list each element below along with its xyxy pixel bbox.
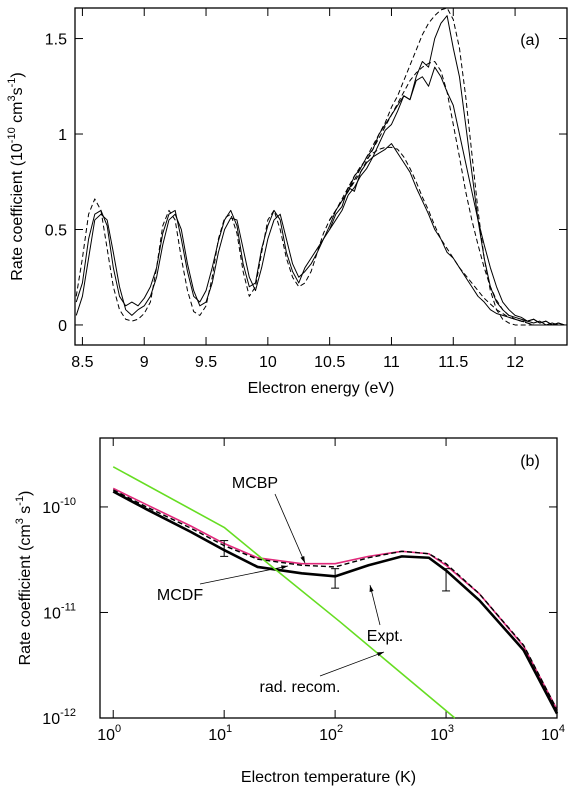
tick-label-exponent: 4 (559, 723, 565, 735)
y-axis-label-text: s (9, 87, 26, 95)
y-axis-label: Rate coefficient (10-10 cm3s-1) (6, 72, 26, 280)
tick-label: 1 (58, 127, 67, 144)
series-label: MCDF (157, 587, 203, 604)
y-axis-label-text: ) (17, 491, 34, 496)
tick-label-exponent: 0 (115, 723, 121, 735)
series-label-arrow (319, 651, 385, 677)
tick-label-text: 10 (43, 605, 61, 622)
panel-label: (a) (520, 32, 540, 49)
tick-label: 103 (430, 723, 454, 744)
plot-frame (99, 437, 558, 719)
series-line (112, 490, 559, 715)
tick-label-text: 11.5 (438, 354, 468, 371)
plot-frame (74, 7, 568, 346)
tick-label-text: 10 (541, 727, 559, 744)
arrow-head (300, 556, 305, 563)
series-line (112, 487, 558, 711)
tick-label: 1.5 (45, 32, 67, 49)
y-axis-label-text: Rate coefficient (cm (17, 524, 34, 665)
tick-label: 9.5 (195, 354, 217, 371)
error-bar (220, 540, 229, 557)
arrow-head (369, 585, 374, 592)
series-line (75, 7, 565, 326)
tick-label: 100 (97, 723, 121, 744)
tick-label: 10 (259, 354, 277, 371)
y-axis-label: Rate coefficient (cm3 s-1) (14, 491, 34, 666)
y-axis-label-exponent: 3 (14, 518, 26, 524)
series-label: Expt. (367, 628, 403, 645)
x-axis-label: Electron temperature (K) (241, 769, 416, 786)
tick-label-text: 9.5 (195, 354, 217, 371)
tick-label-text: 0 (58, 318, 67, 335)
y-axis-label-text: Rate coefficient (10 (9, 143, 26, 281)
tick-label-text: 10 (42, 500, 60, 517)
tick-label-text: 10 (430, 727, 448, 744)
error-bar (442, 568, 451, 592)
tick-label-text: 10.5 (314, 354, 345, 371)
tick-label-text: 1 (58, 127, 67, 144)
tick-label: 104 (541, 723, 565, 744)
series-label: rad. recom. (260, 679, 341, 696)
error-bar (331, 568, 340, 589)
tick-label: 101 (208, 723, 232, 744)
y-axis-label-exponent: -1 (14, 496, 26, 506)
tick-label-text: 10 (97, 727, 115, 744)
series-line (329, 143, 565, 326)
panel-label: (b) (520, 453, 540, 470)
arrow-head (377, 652, 384, 657)
tick-label: 10.5 (314, 354, 345, 371)
series-label-arrow (369, 584, 381, 626)
tick-label: 11.5 (438, 354, 468, 371)
tick-label-text: 0.5 (45, 222, 67, 239)
tick-label-text: 10 (319, 727, 337, 744)
tick-label: 11 (383, 354, 400, 371)
tick-label-exponent: 2 (337, 723, 343, 735)
arrow-head (281, 565, 288, 570)
y-axis-label-exponent: -10 (6, 127, 18, 143)
tick-label: 8.5 (71, 354, 93, 371)
tick-label: 10-10 (42, 496, 76, 517)
tick-label-exponent: 3 (448, 723, 454, 735)
y-axis-label-text: ) (9, 72, 26, 77)
tick-label-text: 11 (383, 354, 400, 371)
tick-label-text: 12 (506, 354, 524, 371)
tick-label-text: 10 (208, 727, 226, 744)
series-line (75, 15, 565, 326)
series-line (75, 66, 565, 326)
tick-label: 9 (140, 354, 149, 371)
x-axis-label: Electron energy (eV) (248, 380, 395, 397)
tick-label: 12 (506, 354, 524, 371)
series-label-arrow (274, 493, 306, 564)
tick-label-exponent: 1 (226, 723, 232, 735)
tick-label: 102 (319, 723, 343, 744)
y-axis-label-text: cm (9, 101, 26, 127)
tick-label: 10-12 (42, 707, 76, 728)
y-axis-label-exponent: 3 (6, 95, 18, 101)
y-axis-label-exponent: -1 (6, 78, 18, 88)
tick-label-exponent: -11 (61, 601, 76, 613)
tick-label-text: 10 (42, 711, 60, 728)
series-line (112, 489, 558, 710)
tick-label-exponent: -12 (60, 707, 76, 719)
tick-label-exponent: -10 (60, 496, 76, 508)
tick-label: 10-11 (43, 601, 76, 622)
tick-label-text: 10 (259, 354, 277, 371)
series-label: MCBP (232, 475, 278, 492)
tick-label-text: 8.5 (71, 354, 93, 371)
tick-label-text: 9 (140, 354, 149, 371)
tick-label: 0 (58, 318, 67, 335)
tick-label: 0.5 (45, 222, 67, 239)
series-line (329, 146, 565, 326)
series-line (329, 60, 565, 326)
tick-label-text: 1.5 (45, 32, 67, 49)
y-axis-label-text: s (17, 506, 34, 518)
